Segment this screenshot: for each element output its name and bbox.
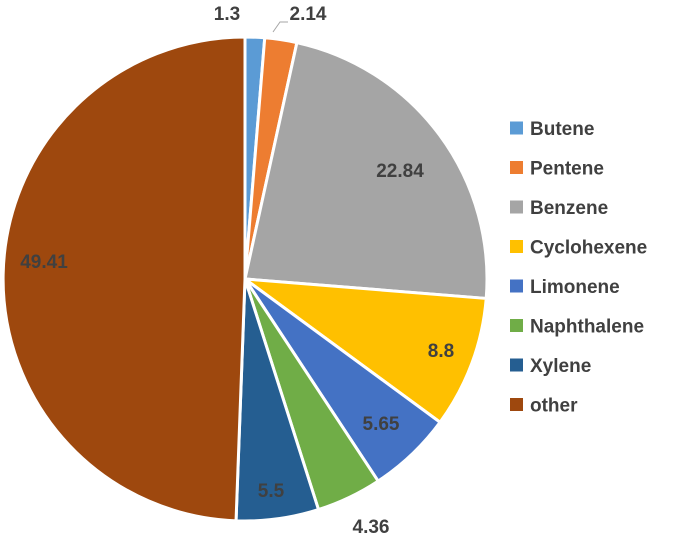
- legend-item-limonene: Limonene: [510, 277, 620, 298]
- data-label-cyclohexene: 8.8: [428, 341, 454, 362]
- legend-swatch-naphthalene: [510, 319, 523, 332]
- data-label-xylene: 5.5: [258, 481, 285, 502]
- legend-swatch-cyclohexene: [510, 240, 523, 253]
- legend-swatch-pentene: [510, 161, 523, 174]
- legend-label-benzene: Benzene: [530, 198, 608, 219]
- data-labels: 1.3 2.14 22.84 8.8 5.65 4.36 5.5 49.41: [20, 4, 454, 538]
- legend-item-cyclohexene: Cyclohexene: [510, 238, 647, 259]
- legend-swatch-butene: [510, 121, 523, 135]
- legend-item-other: other: [510, 396, 578, 417]
- legend-item-naphthalene: Naphthalene: [510, 317, 644, 338]
- legend: Butene Pentene Benzene Cyclohexene Limonene N…: [510, 119, 647, 417]
- legend-label-xylene: Xylene: [530, 356, 591, 377]
- legend-swatch-other: [510, 398, 523, 411]
- data-label-benzene: 22.84: [376, 161, 424, 182]
- legend-label-butene: Butene: [530, 119, 594, 140]
- pie-slice-cyclohexene: [243, 277, 488, 424]
- legend-item-pentene: Pentene: [510, 159, 604, 180]
- data-label-limonene: 5.65: [363, 414, 400, 435]
- leader-lines: [272, 21, 288, 33]
- legend-swatch-xylene: [510, 358, 523, 372]
- legend-label-cyclohexene: Cyclohexene: [530, 238, 647, 259]
- pie-slices: [1, 35, 489, 523]
- legend-swatch-benzene: [510, 200, 523, 214]
- data-label-other: 49.41: [20, 252, 68, 273]
- pie-slice-benzene: [243, 41, 489, 300]
- data-label-naphthalene: 4.36: [353, 517, 390, 538]
- data-label-pentene: 2.14: [290, 4, 327, 25]
- legend-label-naphthalene: Naphthalene: [530, 317, 644, 338]
- pie-slice-other: [1, 35, 247, 523]
- legend-swatch-limonene: [510, 279, 523, 293]
- legend-item-benzene: Benzene: [510, 198, 608, 219]
- legend-item-xylene: Xylene: [510, 356, 591, 377]
- legend-label-pentene: Pentene: [530, 159, 604, 180]
- data-label-butene: 1.3: [214, 4, 240, 25]
- leader-line-pentene: [272, 21, 288, 33]
- legend-item-butene: Butene: [510, 119, 594, 140]
- legend-label-limonene: Limonene: [530, 277, 620, 298]
- legend-label-other: other: [530, 396, 578, 417]
